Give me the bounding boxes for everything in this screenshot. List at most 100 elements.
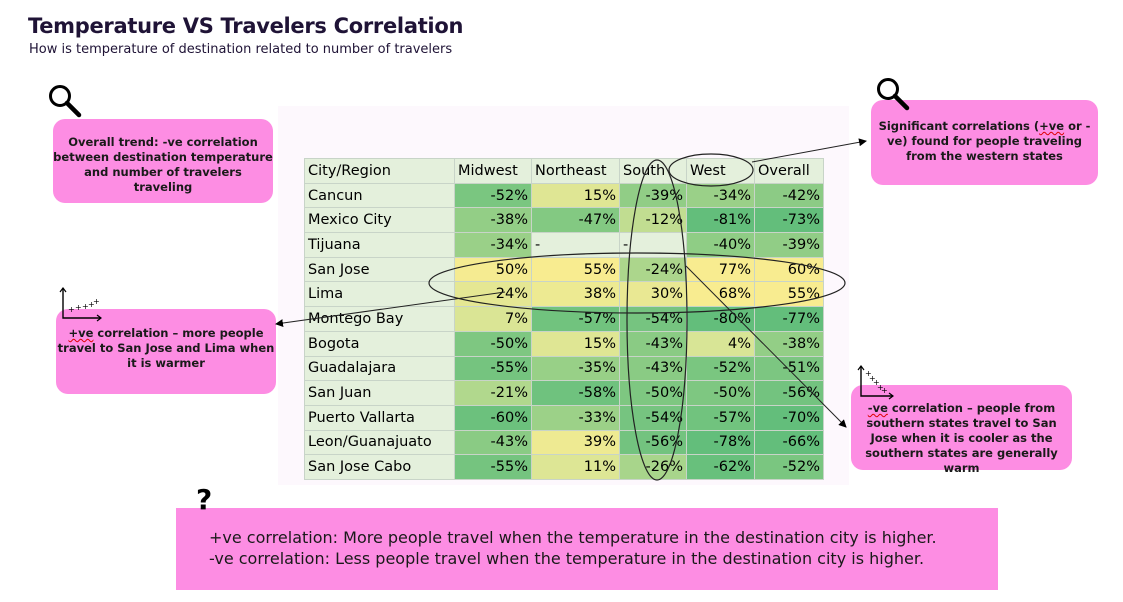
overall-trend-callout: Overall trend: -ve correlation between d… — [53, 119, 273, 203]
heatmap-cell: -38% — [454, 207, 532, 234]
negative-correlation-callout: -ve correlation – people from southern s… — [851, 385, 1072, 475]
heatmap-cell: -40% — [686, 232, 755, 258]
heatmap-row: Guadalajara -55% -35% -43% -52% -51% — [304, 355, 824, 382]
heatmap-cell: -51% — [754, 355, 824, 382]
heatmap-cell: -78% — [686, 429, 755, 456]
heatmap-cell: -50% — [454, 330, 532, 357]
svg-text:+: + — [869, 374, 876, 383]
san-jose-lima-highlight — [428, 252, 846, 314]
heatmap-cell: -70% — [754, 404, 824, 431]
heatmap-cell: -34% — [454, 232, 532, 258]
heatmap-cell: 55% — [754, 281, 824, 308]
question-mark-icon: ? — [196, 483, 213, 516]
heatmap-cell: -56% — [754, 380, 824, 406]
heatmap-cell: -54% — [619, 306, 687, 332]
heatmap-cell: 11% — [531, 454, 620, 480]
heatmap-row: Tijuana -34% - - -40% -39% — [304, 232, 824, 258]
heatmap-cell: -66% — [754, 429, 824, 456]
positive-arrow — [275, 291, 506, 327]
row-label: San Jose Cabo — [304, 454, 455, 480]
chart-title: Temperature VS Travelers Correlation — [28, 14, 464, 38]
heatmap-row: Montego Bay 7% -57% -54% -80% -77% — [304, 306, 824, 332]
magnifier-icon — [49, 85, 82, 118]
heatmap-cell: -39% — [754, 232, 824, 258]
heatmap-cell: -52% — [754, 454, 824, 480]
svg-text:+: + — [873, 378, 880, 387]
heatmap-cell: -50% — [686, 380, 755, 406]
column-header: South — [619, 158, 687, 184]
row-label: Tijuana — [304, 232, 455, 258]
south-column-highlight — [626, 159, 688, 481]
column-header: Northeast — [531, 158, 620, 184]
heatmap-cell: 39% — [531, 429, 620, 456]
heatmap-cell: -34% — [686, 182, 755, 209]
heatmap-cell: -52% — [686, 355, 755, 382]
west-arrow — [751, 138, 867, 163]
significant-correlation-callout: Significant correlations (+ve or -ve) fo… — [871, 100, 1098, 185]
heatmap-cell: -33% — [531, 404, 620, 431]
row-label: San Juan — [304, 380, 455, 406]
heatmap-row: Puerto Vallarta -60% -33% -54% -57% -70% — [304, 404, 824, 431]
legend-definitions-box: +ve correlation: More people travel when… — [176, 508, 998, 590]
significant-text-a: Significant correlations ( — [878, 119, 1040, 133]
heatmap-row: San Jose Cabo -55% 11% -26% -62% -52% — [304, 454, 824, 480]
row-label: Cancun — [304, 182, 455, 209]
heatmap-cell: -81% — [686, 207, 755, 234]
chart-subtitle: How is temperature of destination relate… — [29, 42, 453, 57]
svg-text:+: + — [88, 300, 95, 309]
heatmap-cell: -24% — [619, 256, 687, 283]
heatmap-cell: 7% — [454, 306, 532, 332]
overall-trend-text: Overall trend: -ve correlation between d… — [53, 135, 273, 194]
heatmap-cell: -57% — [686, 404, 755, 431]
heatmap-cell: -55% — [454, 454, 532, 480]
positive-text-c: correlation – more people travel to San … — [57, 326, 275, 370]
correlation-heatmap: City/Region Midwest Northeast South West… — [304, 158, 824, 480]
heatmap-cell: -62% — [686, 454, 755, 480]
scatter-plot-icon: + + + + + — [857, 365, 894, 400]
heatmap-cell: -77% — [754, 306, 824, 332]
svg-text:+: + — [881, 386, 888, 395]
negative-arrow — [685, 265, 847, 428]
heatmap-cell: -21% — [454, 380, 532, 406]
positive-text-b: +ve — [68, 326, 94, 340]
significant-text-b: +ve — [1039, 119, 1065, 133]
svg-text:+: + — [93, 297, 100, 306]
negative-text-c: correlation – people from southern state… — [865, 401, 1058, 475]
heatmap-cell: -55% — [454, 355, 532, 382]
heatmap-cell: -57% — [531, 306, 620, 332]
heatmap-cell: 30% — [619, 281, 687, 308]
column-header: West — [686, 158, 755, 184]
heatmap-cell: -42% — [754, 182, 824, 209]
west-header-highlight — [668, 153, 754, 187]
row-label: Puerto Vallarta — [304, 404, 455, 431]
heatmap-cell: -26% — [619, 454, 687, 480]
row-label: Montego Bay — [304, 306, 455, 332]
heatmap-cell: -38% — [754, 330, 824, 357]
svg-text:+: + — [75, 303, 82, 312]
heatmap-cell: 55% — [531, 256, 620, 283]
heatmap-cell: -58% — [531, 380, 620, 406]
column-header: Midwest — [454, 158, 532, 184]
heatmap-row: Leon/Guanajuato -43% 39% -56% -78% -66% — [304, 429, 824, 456]
heatmap-cell: -12% — [619, 207, 687, 234]
positive-definition: +ve correlation: More people travel when… — [209, 528, 937, 547]
heatmap-header-row: City/Region Midwest Northeast South West… — [304, 158, 824, 184]
heatmap-row: San Jose 50% 55% -24% 77% 60% — [304, 256, 824, 283]
scatter-plot-icon: + + + + + — [59, 287, 102, 322]
heatmap-cell: -47% — [531, 207, 620, 234]
heatmap-cell: -35% — [531, 355, 620, 382]
heatmap-cell: -60% — [454, 404, 532, 431]
row-label: Leon/Guanajuato — [304, 429, 455, 456]
heatmap-cell: 68% — [686, 281, 755, 308]
heatmap-cell: -73% — [754, 207, 824, 234]
svg-text:+: + — [865, 369, 872, 378]
heatmap-cell: 38% — [531, 281, 620, 308]
negative-text-b: -ve — [867, 401, 888, 415]
heatmap-cell: -43% — [619, 355, 687, 382]
svg-text:+: + — [877, 383, 884, 392]
magnifier-icon — [877, 78, 910, 111]
significant-text-c: or -ve) found for people traveling from … — [886, 119, 1091, 163]
svg-text:+: + — [68, 305, 75, 314]
heatmap-row: Lima 24% 38% 30% 68% 55% — [304, 281, 824, 308]
